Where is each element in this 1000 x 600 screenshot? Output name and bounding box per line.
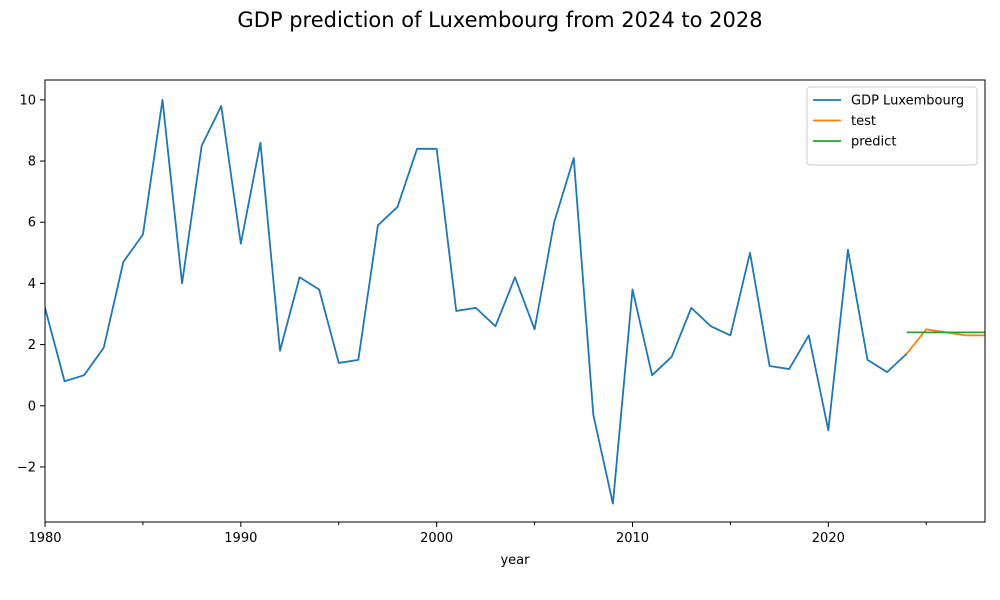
y-tick-label: −2 (17, 460, 36, 475)
y-tick-label: 8 (28, 155, 36, 170)
legend-label: predict (851, 135, 896, 150)
y-tick-label: 0 (28, 399, 36, 414)
legend-label: GDP Luxembourg (851, 94, 964, 109)
legend-label: test (851, 114, 876, 129)
y-tick-label: 6 (28, 216, 36, 231)
x-tick-label: 1990 (224, 531, 257, 546)
legend: GDP Luxembourg test predict (806, 86, 978, 166)
series-line-gdp-luxembourg (45, 98, 908, 505)
x-tick-label: 1980 (28, 531, 61, 546)
legend-box (806, 86, 978, 166)
x-tick-label: 2000 (420, 531, 453, 546)
x-axis-label: year (500, 553, 530, 568)
plot-frame (44, 79, 986, 523)
x-axis: 1980 1990 2000 2010 2020 (28, 522, 927, 546)
x-tick-label: 2020 (812, 531, 845, 546)
y-tick-label: 4 (28, 277, 36, 292)
y-axis: −2 0 2 4 6 8 10 (17, 93, 45, 475)
y-tick-label: 10 (19, 93, 36, 108)
y-tick-label: 2 (28, 338, 36, 353)
chart-title: GDP prediction of Luxembourg from 2024 t… (237, 8, 763, 32)
x-tick-label: 2010 (616, 531, 649, 546)
series-layer (45, 98, 985, 505)
